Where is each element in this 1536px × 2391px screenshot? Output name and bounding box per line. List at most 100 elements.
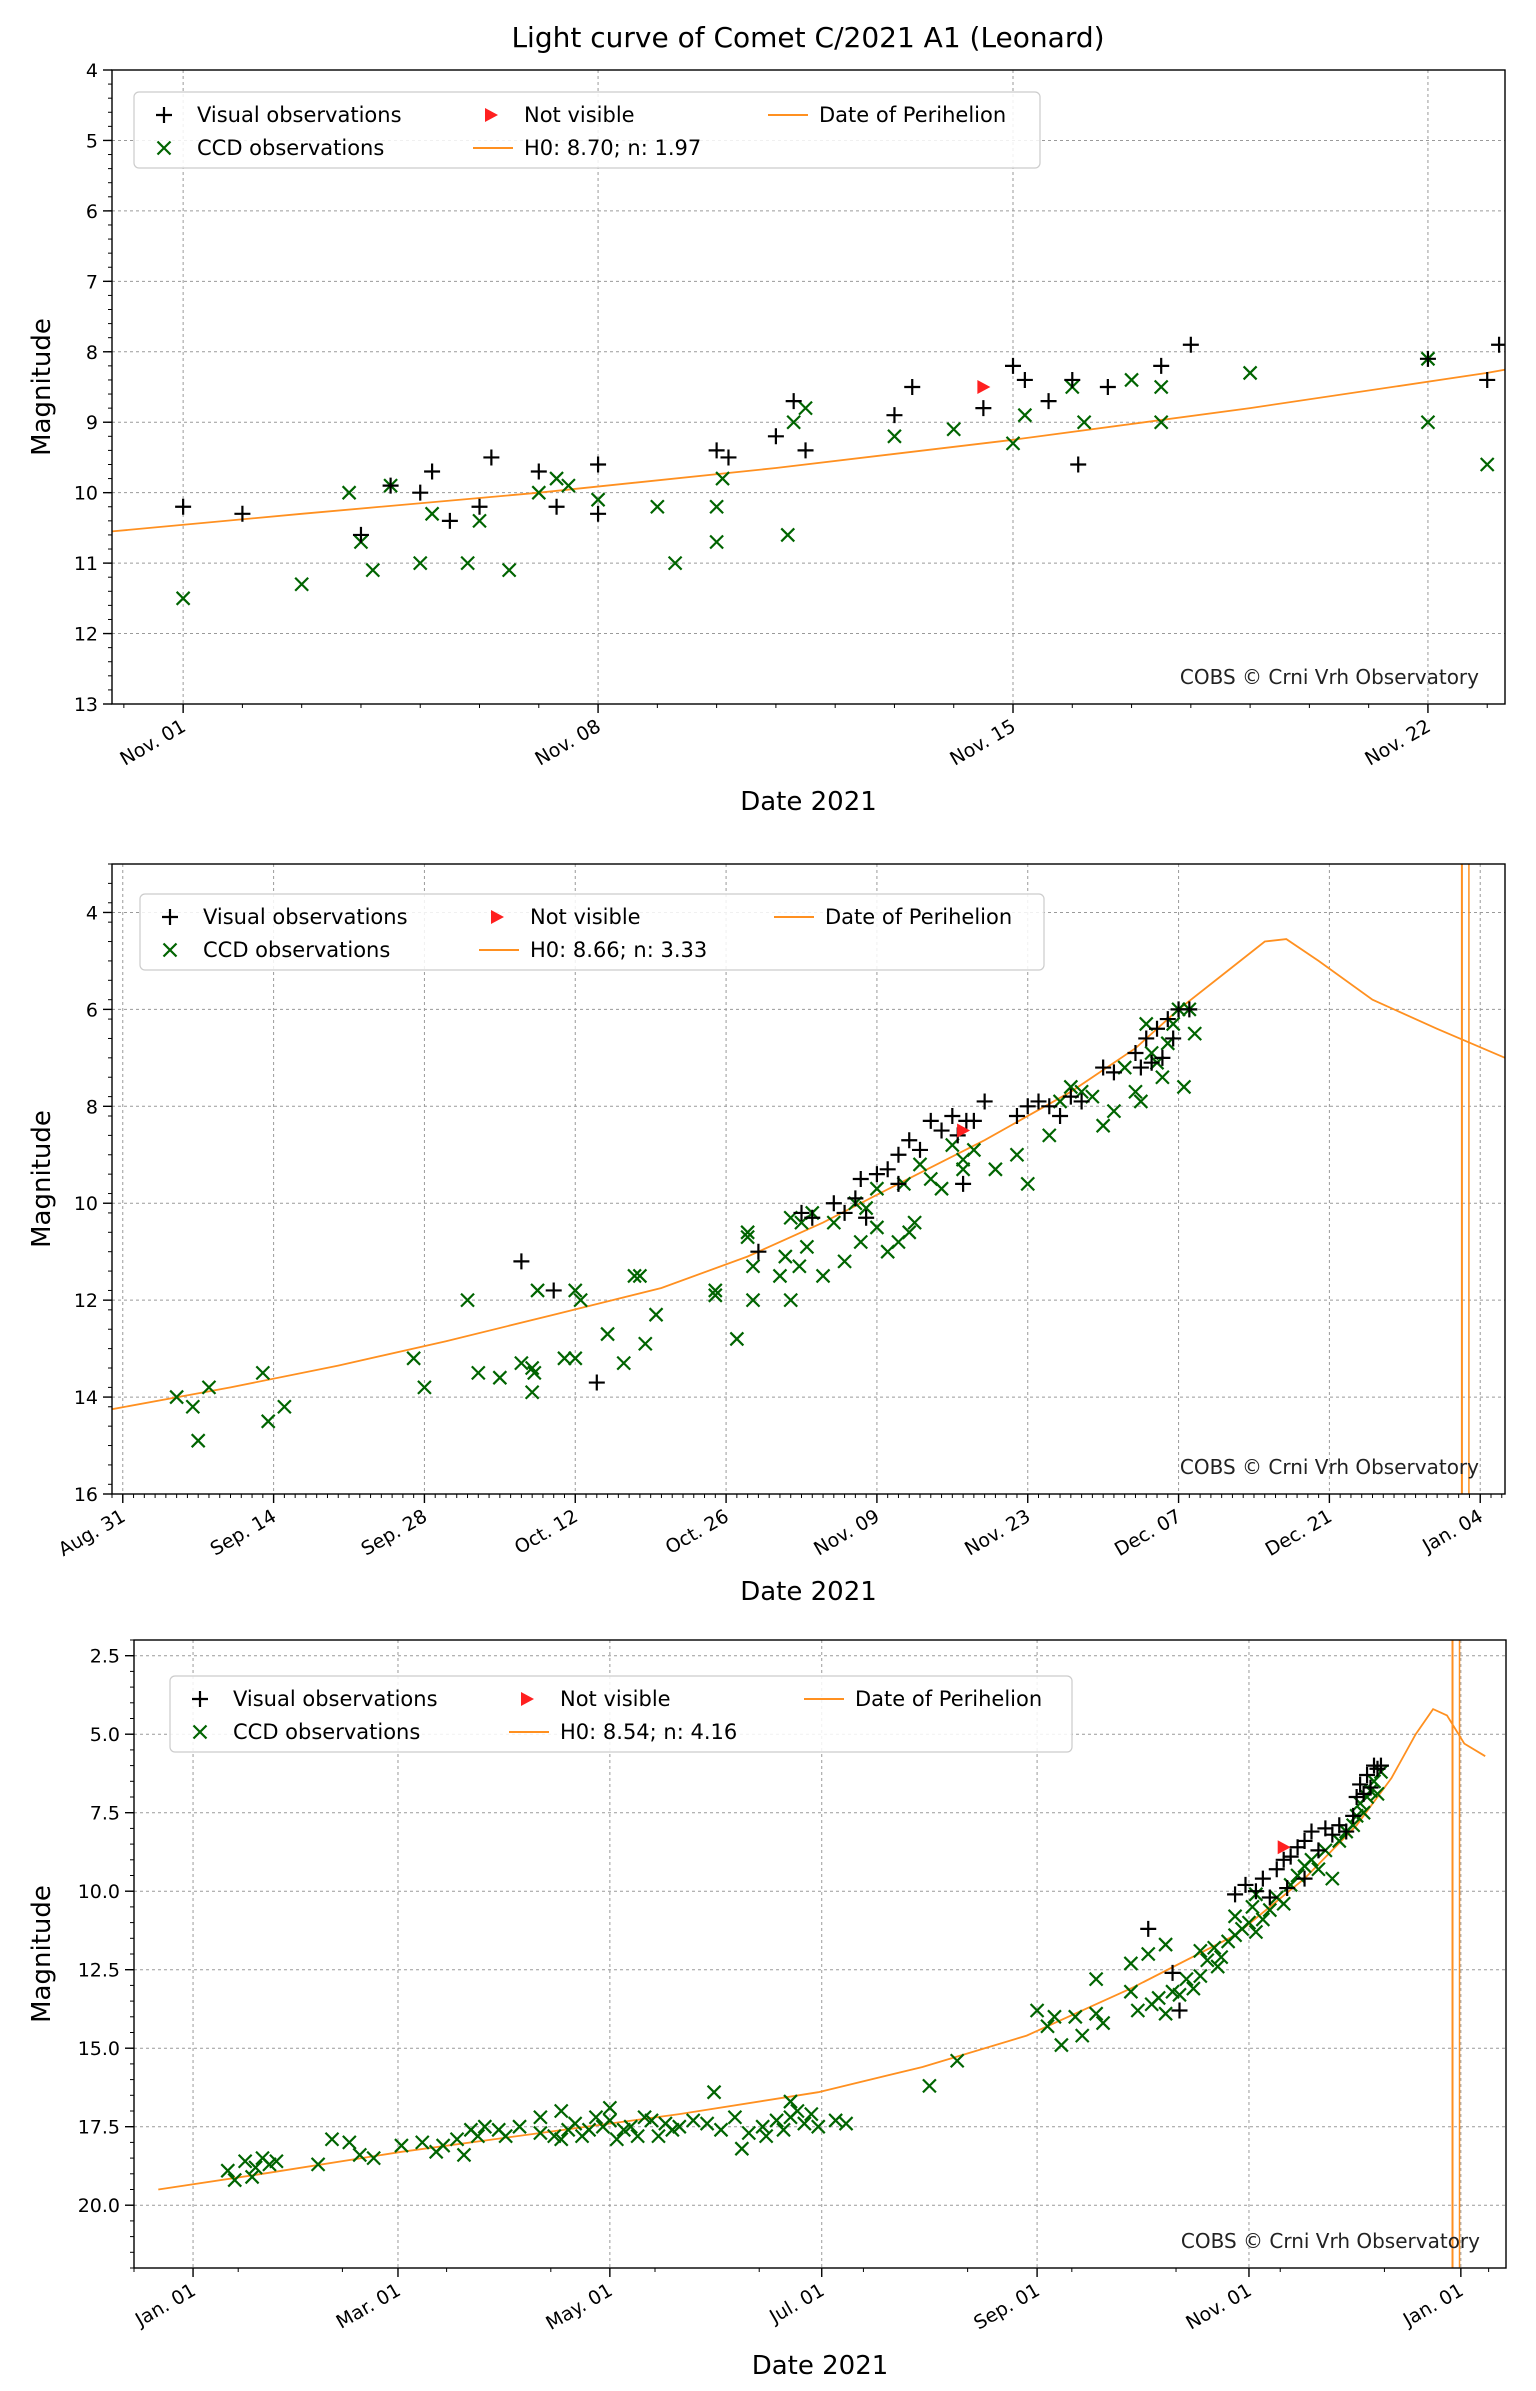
ccd-observation-point	[533, 2110, 548, 2125]
legend-not-visible-marker	[521, 1692, 534, 1706]
visual-observation-point	[175, 498, 192, 515]
ccd-observation-point	[1153, 379, 1169, 395]
legend-visual-label: Visual observations	[233, 1687, 438, 1711]
ccd-observation-point	[1290, 1868, 1305, 1883]
y-tick-label: 20.0	[78, 2195, 120, 2217]
ccd-observation-point	[685, 2113, 701, 2128]
visual-observation-point	[1171, 2002, 1188, 2019]
visual-observation-point	[471, 498, 488, 515]
visual-observation-point	[483, 449, 500, 466]
visual-observation-point	[1182, 336, 1199, 353]
visual-observation-point	[588, 1374, 605, 1391]
ccd-observation-point	[1042, 1128, 1057, 1143]
ccd-observation-point	[1047, 2009, 1062, 2025]
visual-observation-point	[1052, 1108, 1069, 1124]
visual-observation-point	[441, 512, 458, 529]
ccd-observation-point	[220, 2163, 236, 2178]
ccd-observation-point	[778, 1249, 793, 1264]
ccd-observation-point	[531, 485, 547, 500]
ccd-observation-point	[498, 2128, 513, 2144]
visual-observation-point	[852, 1171, 869, 1187]
legend-ccd-label: CCD observations	[203, 938, 390, 962]
x-tick-label: Jan. 01	[131, 2279, 200, 2331]
visual-observation-point	[1268, 1861, 1285, 1878]
visual-observation-point	[1016, 371, 1033, 388]
visual-observation-point	[1138, 1030, 1155, 1047]
visual-observation-point	[1479, 371, 1496, 388]
ccd-observation-point	[708, 1283, 723, 1298]
ccd-observation-point	[1095, 2015, 1111, 2031]
legend-model-label: H0: 8.66; n: 3.33	[530, 938, 707, 962]
legend-visual-label: Visual observations	[203, 905, 408, 929]
ccd-observation-point	[934, 1181, 949, 1196]
y-tick-label: 6	[86, 999, 98, 1021]
visual-observation-point	[1227, 1886, 1244, 1903]
legend-not-visible-label: Not visible	[530, 905, 641, 929]
x-tick-label: Jul. 01	[765, 2279, 828, 2328]
ccd-observation-point	[650, 499, 665, 515]
ccd-observation-point	[460, 1292, 475, 1308]
ccd-observation-point	[826, 1215, 842, 1230]
visual-observation-point	[1237, 1876, 1254, 1893]
ccd-observation-point	[1088, 2006, 1104, 2021]
ccd-observation-point	[1158, 2006, 1173, 2021]
ccd-observation-point	[810, 2119, 826, 2134]
visual-observation-point	[352, 526, 369, 543]
ccd-observation-point	[1276, 1896, 1291, 1912]
ccd-observation-point	[1255, 1912, 1271, 1927]
ccd-observation-point	[175, 591, 191, 606]
y-tick-label: 15.0	[78, 2038, 120, 2060]
visual-observation-point	[1419, 350, 1436, 367]
ccd-observation-point	[1151, 1990, 1166, 2006]
ccd-observation-point	[557, 1351, 572, 1366]
ccd-observation-point	[1076, 414, 1092, 430]
ccd-observation-point	[527, 1365, 542, 1381]
visual-observation-point	[1165, 1030, 1182, 1047]
y-tick-label: 12.5	[78, 1960, 120, 1982]
ccd-observation-point	[1420, 414, 1436, 430]
ccd-observation-point	[1029, 2003, 1045, 2018]
ccd-observation-point	[342, 2135, 357, 2150]
visual-observation-point	[858, 1209, 875, 1226]
ccd-observation-point	[1130, 2003, 1146, 2018]
legend-box	[169, 1675, 1073, 1753]
ccd-observation-point	[792, 1258, 807, 1274]
ccd-observation-point	[1332, 1833, 1347, 1849]
y-tick-label: 10	[74, 483, 98, 505]
ccd-observation-point	[1088, 1971, 1104, 1987]
x-tick-label: Dec. 21	[1262, 1505, 1336, 1561]
ccd-observation-point	[512, 2119, 527, 2134]
ccd-observation-point	[609, 2131, 625, 2147]
legend-ccd-label: CCD observations	[233, 1720, 420, 1744]
ccd-observation-point	[1106, 1103, 1122, 1119]
y-tick-label: 10	[74, 1193, 98, 1215]
visual-observation-point	[1041, 1098, 1058, 1115]
y-tick-label: 12	[74, 1290, 98, 1312]
ccd-observation-point	[417, 1380, 432, 1395]
ccd-observation-point	[514, 1355, 529, 1371]
visual-observation-point	[1324, 1826, 1341, 1843]
ccd-observation-point	[553, 2103, 569, 2119]
x-tick-label: Mar. 01	[333, 2279, 405, 2333]
legend: Visual observations CCD observations Not v…	[133, 91, 1041, 169]
ccd-observation-point	[1074, 2028, 1090, 2043]
ccd-observation-point	[853, 1234, 869, 1250]
ccd-observation-point	[1248, 1924, 1264, 1940]
visual-observation-point	[1019, 1098, 1036, 1115]
ccd-observation-point	[549, 471, 564, 486]
visual-observation-point	[1153, 357, 1170, 374]
visual-observation-point	[1154, 1049, 1171, 1066]
visual-observation-point	[825, 1195, 842, 1212]
visual-observation-point	[1040, 393, 1057, 410]
ccd-observation-point	[651, 2128, 666, 2144]
figure-title: Light curve of Comet C/2021 A1 (Leonard)	[511, 21, 1104, 54]
legend-visual-marker	[156, 107, 172, 123]
ccd-observation-point	[709, 534, 724, 550]
visual-observation-point	[890, 1175, 907, 1192]
ccd-observation-point	[630, 2128, 645, 2144]
ccd-observation-point	[1210, 1959, 1225, 1974]
ccd-observation-point	[776, 2122, 791, 2138]
ccd-observation-point	[366, 2150, 381, 2166]
visual-observation-point	[1070, 456, 1087, 473]
ccd-observation-point	[1140, 1946, 1156, 1962]
